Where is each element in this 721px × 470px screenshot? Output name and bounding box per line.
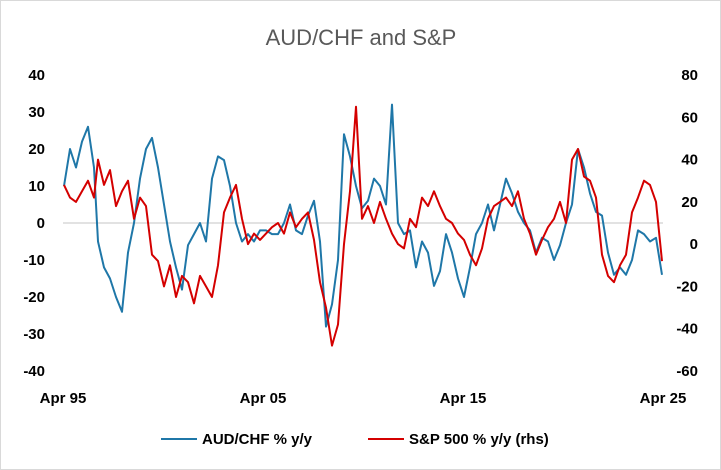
x-tick-label: Apr 25 [640,390,687,407]
legend: AUD/CHF % y/y S&P 500 % y/y (rhs) [161,431,549,448]
right-tick-label: -60 [676,363,698,380]
series-line-sp500 [63,105,663,347]
right-tick-label: 20 [681,194,698,211]
right-tick-label: 60 [681,109,698,126]
left-tick-label: -30 [23,326,45,343]
left-tick-label: -20 [23,289,45,306]
legend-label-sp500: S&P 500 % y/y (rhs) [409,431,549,448]
left-tick-label: 40 [28,67,45,84]
x-tick-label: Apr 05 [240,390,287,407]
right-tick-label: 40 [681,152,698,169]
left-axis: 40 30 20 10 0 -10 -20 -30 -40 [23,67,45,380]
right-tick-label: -20 [676,278,698,295]
legend-label-audchf: AUD/CHF % y/y [202,431,313,448]
left-tick-label: -10 [23,252,45,269]
left-tick-label: 30 [28,104,45,121]
left-tick-label: 0 [37,215,45,232]
left-tick-label: -40 [23,363,45,380]
left-tick-label: 10 [28,178,45,195]
left-tick-label: 20 [28,141,45,158]
chart-title: AUD/CHF and S&P [266,25,457,50]
x-tick-label: Apr 15 [440,390,487,407]
right-axis: 80 60 40 20 0 -20 -40 -60 [676,67,698,380]
series-group [63,103,663,347]
x-tick-label: Apr 95 [40,390,87,407]
right-tick-label: 0 [690,236,698,253]
right-tick-label: -40 [676,321,698,338]
right-tick-label: 80 [681,67,698,84]
x-axis: Apr 95 Apr 05 Apr 15 Apr 25 [40,390,687,407]
